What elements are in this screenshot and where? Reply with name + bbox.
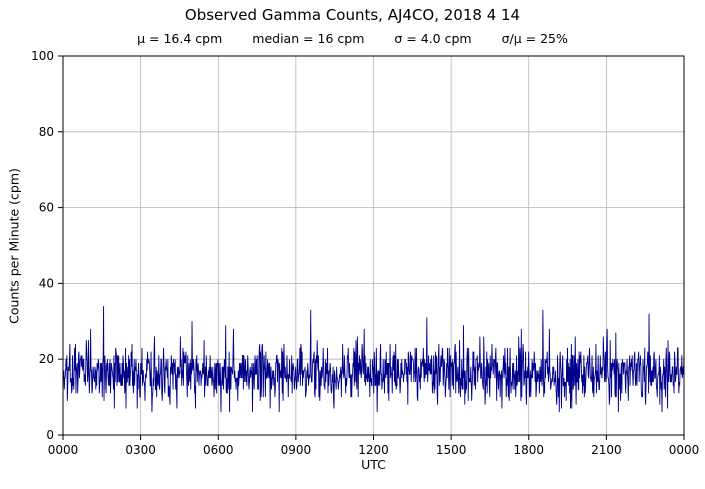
x-tick-label: 2100	[591, 443, 622, 457]
y-tick-label: 100	[31, 49, 54, 63]
x-tick-label: 0000	[48, 443, 79, 457]
x-tick-label: 0900	[281, 443, 312, 457]
chart-stats-line: μ = 16.4 cpm median = 16 cpm σ = 4.0 cpm…	[0, 31, 705, 46]
stat-median: median = 16 cpm	[252, 31, 365, 46]
x-tick-label: 0300	[125, 443, 156, 457]
y-tick-label: 40	[39, 276, 54, 290]
stat-ratio: σ/μ = 25%	[501, 31, 568, 46]
y-tick-label: 0	[46, 428, 54, 442]
y-tick-label: 80	[39, 125, 54, 139]
y-tick-label: 20	[39, 352, 54, 366]
x-tick-label: 1800	[513, 443, 544, 457]
y-tick-label: 60	[39, 201, 54, 215]
stat-mean: μ = 16.4 cpm	[137, 31, 223, 46]
plot-border	[62, 55, 685, 436]
x-tick-label: 0600	[203, 443, 234, 457]
stat-sigma: σ = 4.0 cpm	[394, 31, 472, 46]
x-tick-label: 0000	[669, 443, 700, 457]
x-tick-label: 1200	[358, 443, 389, 457]
series-line	[62, 306, 685, 413]
x-tick-label: 1500	[436, 443, 467, 457]
x-axis-label: UTC	[361, 457, 386, 472]
chart-title: Observed Gamma Counts, AJ4CO, 2018 4 14	[184, 6, 521, 24]
